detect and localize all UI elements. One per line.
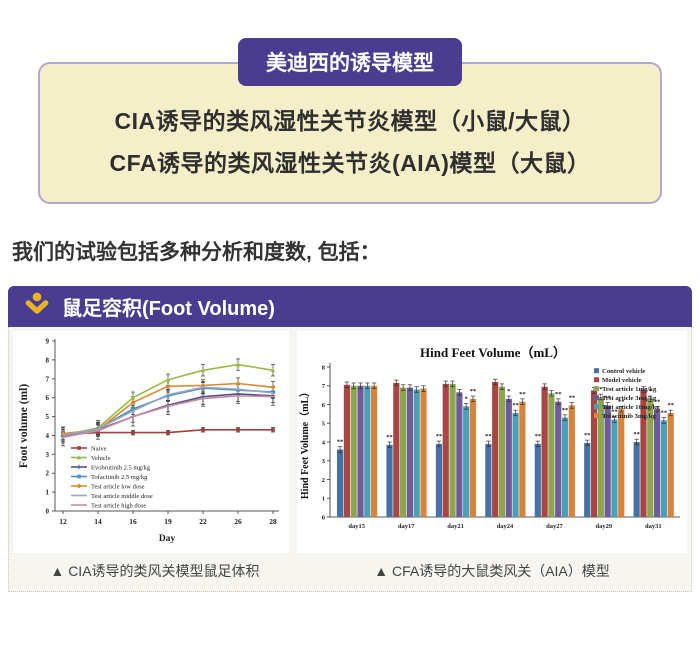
svg-text:9: 9: [46, 338, 50, 346]
svg-text:5: 5: [322, 421, 326, 428]
section-header: 鼠足容积(Foot Volume): [8, 286, 692, 327]
intro-text: 我们的试验包括多种分析和度数, 包括：: [12, 241, 381, 264]
svg-text:day21: day21: [447, 523, 464, 530]
svg-text:Naive: Naive: [91, 445, 107, 452]
svg-text:Test article 10mg/kg: Test article 10mg/kg: [602, 404, 660, 411]
induction-models-banner: 美迪西的诱导模型 CIA诱导的类风湿性关节炎模型（小鼠/大鼠） CFA诱导的类风…: [38, 38, 662, 204]
svg-text:Foot volume (ml): Foot volume (ml): [18, 384, 30, 468]
cfa-bar-chart: Hind Feet Volume（mL） 0 1 2 3 4 5 6 7 8 Hind Feet V…: [298, 345, 680, 530]
svg-text:8: 8: [46, 356, 50, 364]
svg-text:Test article 3mg/kg: Test article 3mg/kg: [602, 395, 657, 402]
svg-text:**: **: [470, 388, 477, 395]
svg-text:8: 8: [322, 364, 326, 371]
svg-text:26: 26: [234, 517, 242, 526]
svg-text:Model vehicle: Model vehicle: [602, 377, 642, 384]
svg-text:**: **: [661, 410, 668, 417]
svg-text:**: **: [535, 433, 542, 440]
svg-text:22: 22: [199, 517, 207, 526]
person-chevron-icon: [24, 291, 50, 322]
svg-text:**: **: [569, 395, 576, 402]
svg-text:**: **: [337, 439, 344, 446]
svg-text:day15: day15: [348, 523, 365, 530]
svg-text:Test article low dose: Test article low dose: [91, 483, 145, 490]
caption-cfa: ▲ CFA诱导的大鼠类风关（AIA）模型: [374, 563, 610, 579]
svg-text:**: **: [386, 434, 393, 441]
svg-text:7: 7: [322, 383, 326, 390]
cfa-bar-chart-card: Hind Feet Volume（mL） 0 1 2 3 4 5 6 7 8 Hind Feet V…: [297, 331, 687, 553]
charts-row: 0 1 2 3 4 5 6 7 8 9 12 14 16 19 22 26 28 Day Foot volume (…: [13, 331, 687, 553]
svg-text:Test article middle dose: Test article middle dose: [91, 493, 153, 500]
svg-text:2: 2: [322, 477, 325, 484]
svg-text:**: **: [654, 398, 661, 405]
foot-volume-section: 鼠足容积(Foot Volume) 0 1 2 3 4 5 6 7 8 9 12 14 16 19 22 26…: [8, 286, 692, 592]
svg-text:*: *: [507, 388, 510, 395]
svg-text:28: 28: [269, 517, 277, 526]
svg-text:Vehicle: Vehicle: [91, 455, 111, 462]
svg-text:16: 16: [129, 517, 137, 526]
svg-text:**: **: [485, 433, 492, 440]
svg-text:19: 19: [164, 517, 172, 526]
captions-row: ▲ CIA诱导的类风关模型鼠足体积 ▲ CFA诱导的大鼠类风关（AIA）模型: [13, 553, 687, 591]
svg-text:3: 3: [322, 458, 326, 465]
svg-text:6: 6: [322, 402, 326, 409]
svg-text:day27: day27: [546, 523, 563, 530]
svg-text:Tofacitinib 3mg/kg: Tofacitinib 3mg/kg: [602, 413, 656, 420]
svg-text:*: *: [649, 388, 652, 395]
banner-title: 美迪西的诱导模型: [238, 38, 462, 86]
svg-text:Control vehicle: Control vehicle: [602, 368, 646, 375]
svg-text:12: 12: [59, 517, 67, 526]
svg-text:**: **: [667, 402, 674, 409]
svg-text:3: 3: [46, 451, 50, 459]
svg-text:Test article 1mg/kg: Test article 1mg/kg: [602, 386, 657, 393]
svg-text:**: **: [604, 395, 611, 402]
svg-text:6: 6: [46, 394, 50, 402]
svg-text:**: **: [512, 402, 519, 409]
svg-text:day31: day31: [645, 523, 662, 530]
svg-text:**: **: [618, 398, 625, 405]
banner-line-cia: CIA诱导的类风湿性关节炎模型（小鼠/大鼠）: [114, 108, 586, 134]
svg-text:0: 0: [322, 514, 325, 521]
svg-text:1: 1: [46, 489, 50, 497]
svg-text:Tofacitinib 2.5 mg/kg: Tofacitinib 2.5 mg/kg: [91, 474, 148, 481]
svg-text:4: 4: [46, 432, 50, 440]
svg-text:7: 7: [46, 375, 50, 383]
svg-text:Evobrutinib 2.5 mg/kg: Evobrutinib 2.5 mg/kg: [91, 464, 151, 471]
svg-text:1: 1: [322, 496, 325, 503]
svg-text:Hind Feet Volume（mL）: Hind Feet Volume（mL）: [420, 345, 566, 360]
caption-cia: ▲ CIA诱导的类风关模型鼠足体积: [50, 563, 260, 579]
svg-text:**: **: [584, 432, 591, 439]
svg-text:day29: day29: [596, 523, 613, 530]
svg-text:2: 2: [46, 470, 50, 478]
svg-text:**: **: [436, 433, 443, 440]
svg-text:Test article high dose: Test article high dose: [91, 502, 146, 509]
svg-text:*: *: [599, 386, 602, 393]
svg-text:**: **: [633, 431, 640, 438]
page: 美迪西的诱导模型 CIA诱导的类风湿性关节炎模型（小鼠/大鼠） CFA诱导的类风…: [0, 38, 700, 662]
section-body: 0 1 2 3 4 5 6 7 8 9 12 14 16 19 22 26 28 Day Foot volume (…: [8, 327, 692, 592]
cia-line-chart-card: 0 1 2 3 4 5 6 7 8 9 12 14 16 19 22 26 28 Day Foot volume (…: [13, 331, 289, 553]
svg-text:4: 4: [322, 439, 326, 446]
banner-line-cfa: CFA诱导的类风湿性关节炎(AIA)模型（大鼠）: [109, 150, 591, 176]
svg-text:*: *: [465, 396, 468, 403]
svg-text:0: 0: [46, 508, 50, 516]
svg-text:**: **: [611, 409, 618, 416]
svg-text:day24: day24: [497, 523, 514, 530]
svg-text:14: 14: [94, 517, 102, 526]
svg-text:**: **: [519, 391, 526, 398]
svg-text:Day: Day: [159, 534, 176, 544]
svg-text:5: 5: [46, 413, 50, 421]
svg-text:**: **: [562, 407, 569, 414]
svg-text:**: **: [555, 391, 562, 398]
svg-text:day17: day17: [398, 523, 415, 530]
section-title: 鼠足容积(Foot Volume): [62, 298, 275, 320]
svg-text:Hind Feet Volume（mL）: Hind Feet Volume（mL）: [298, 387, 311, 499]
